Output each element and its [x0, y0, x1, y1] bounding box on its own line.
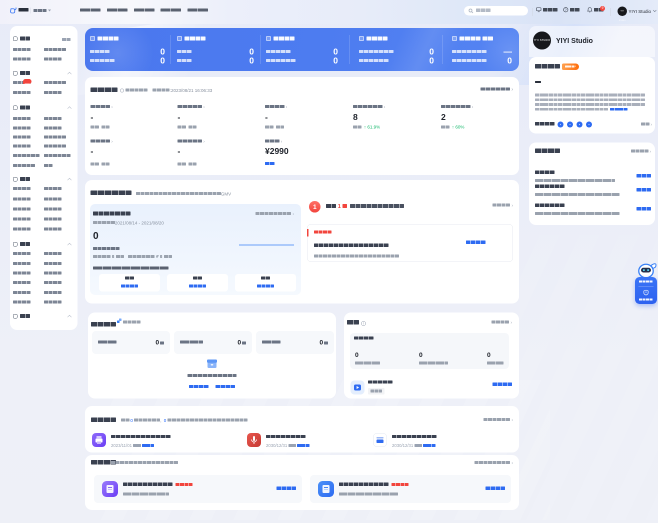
svg-text:?: ?	[565, 8, 567, 12]
